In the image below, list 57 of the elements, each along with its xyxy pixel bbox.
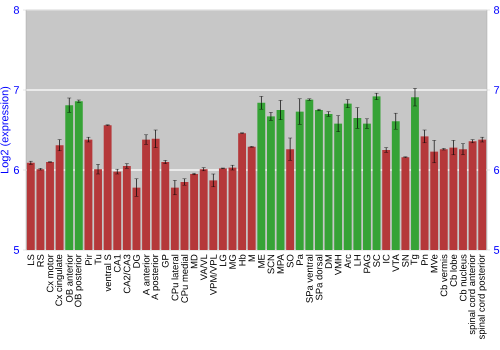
x-tick-label: PAG — [364, 254, 370, 273]
x-tick-label: A posterior — [151, 254, 160, 300]
x-tick-label: VA/VL — [200, 254, 208, 280]
x-tick-label: Tu — [94, 254, 102, 265]
x-tick-label: MPA — [277, 254, 284, 274]
x-tick-label: Cb lobe — [450, 254, 457, 286]
x-tick-label: VTA — [392, 254, 400, 272]
x-tick-label: SN — [402, 254, 409, 267]
x-tick-label: CA1 — [114, 254, 121, 272]
y2-tick-label: 6 — [494, 166, 500, 174]
x-tick-label: Tg — [410, 254, 420, 266]
x-tick-label: MD — [190, 254, 198, 268]
x-tick-label: Cb nucleus — [460, 254, 466, 302]
x-tick-label: GP — [162, 254, 169, 268]
x-tick-label: Pa — [296, 254, 304, 265]
x-tick-label: CA2/CA3 — [123, 254, 130, 294]
x-tick-label: MG — [229, 254, 236, 269]
x-tick-label: DM — [325, 254, 332, 268]
x-tick-label: SC — [373, 254, 380, 267]
x-tick-label: SPa dorsal — [315, 254, 322, 300]
x-tick-label: A anterior — [142, 254, 150, 296]
y2-tick-label: 7 — [494, 86, 500, 94]
y2-tick-label: 8 — [494, 6, 500, 14]
x-tick-label: OB anterior — [66, 254, 73, 302]
x-tick-label: SCN — [268, 254, 274, 274]
x-tick-label: LG — [220, 254, 226, 266]
y-tick-label: 5 — [14, 246, 20, 254]
x-tick-label: Pn — [421, 254, 428, 265]
x-tick-label: Hb — [238, 254, 246, 266]
x-tick-label: ventral S — [104, 254, 112, 292]
x-tick-label: VMH — [334, 254, 342, 276]
x-tick-label: Pir — [85, 254, 92, 265]
x-tick-label: M — [248, 254, 255, 262]
x-tick-label: ME — [258, 254, 265, 268]
x-tick-label: LH — [354, 254, 361, 266]
x-tick-label: DG — [133, 254, 140, 268]
x-tick-label: MVe — [430, 254, 438, 272]
x-tick-label: OB posterior — [74, 254, 84, 307]
x-tick-label: SPa ventral — [306, 254, 313, 303]
x-tick-label: spinal cord posterior — [478, 254, 487, 340]
x-tick-label: Cx cingulate — [55, 254, 64, 306]
x-tick-label: Cx motor — [46, 254, 54, 292]
y-tick-label: 8 — [14, 6, 20, 14]
y-tick-label: 7 — [14, 86, 19, 94]
y-axis-title: Log2 (expression) — [0, 86, 11, 173]
x-tick-label: IC — [382, 254, 390, 263]
x-tick-label: Arc — [344, 254, 352, 268]
y2-tick-label: 5 — [494, 246, 500, 254]
x-tick-label: VPM/VPL — [210, 254, 217, 296]
x-tick-label: CPu lateral — [171, 254, 178, 301]
y-tick-label: 6 — [14, 166, 20, 174]
x-tick-label: LS — [27, 254, 34, 265]
x-tick-label: CPu medial — [180, 254, 188, 303]
x-tick-label: Cb vermis — [440, 254, 448, 296]
x-tick-label: spinal cord anterior — [468, 254, 478, 334]
x-tick-label: SO — [286, 254, 294, 268]
x-tick-label: RS — [37, 254, 44, 267]
